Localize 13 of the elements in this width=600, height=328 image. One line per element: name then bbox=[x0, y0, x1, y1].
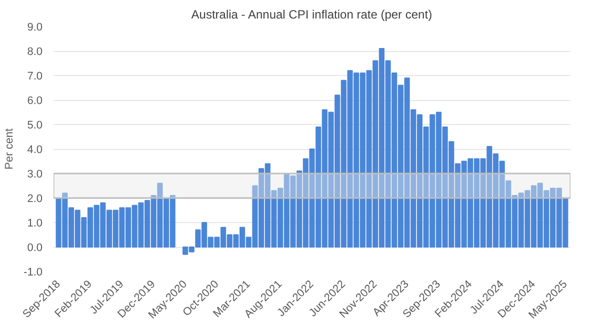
y-tick-label: 3.0 bbox=[27, 168, 43, 180]
y-tick-label: 5.0 bbox=[27, 120, 43, 132]
y-tick-label: -1.0 bbox=[24, 266, 43, 278]
chart-title: Australia - Annual CPI inflation rate (per cent) bbox=[191, 8, 432, 22]
y-tick-label: 9.0 bbox=[27, 22, 43, 34]
y-tick-label: 8.0 bbox=[27, 46, 43, 58]
y-tick-label: 6.0 bbox=[27, 95, 43, 107]
y-axis-title: Per cent bbox=[4, 128, 16, 170]
y-tick-label: 1.0 bbox=[27, 218, 43, 230]
y-tick-label: 2.0 bbox=[27, 193, 43, 205]
y-tick-label: 7.0 bbox=[27, 70, 43, 82]
y-tick-label: 4.0 bbox=[27, 144, 43, 156]
y-tick-label: 0.0 bbox=[27, 242, 43, 254]
